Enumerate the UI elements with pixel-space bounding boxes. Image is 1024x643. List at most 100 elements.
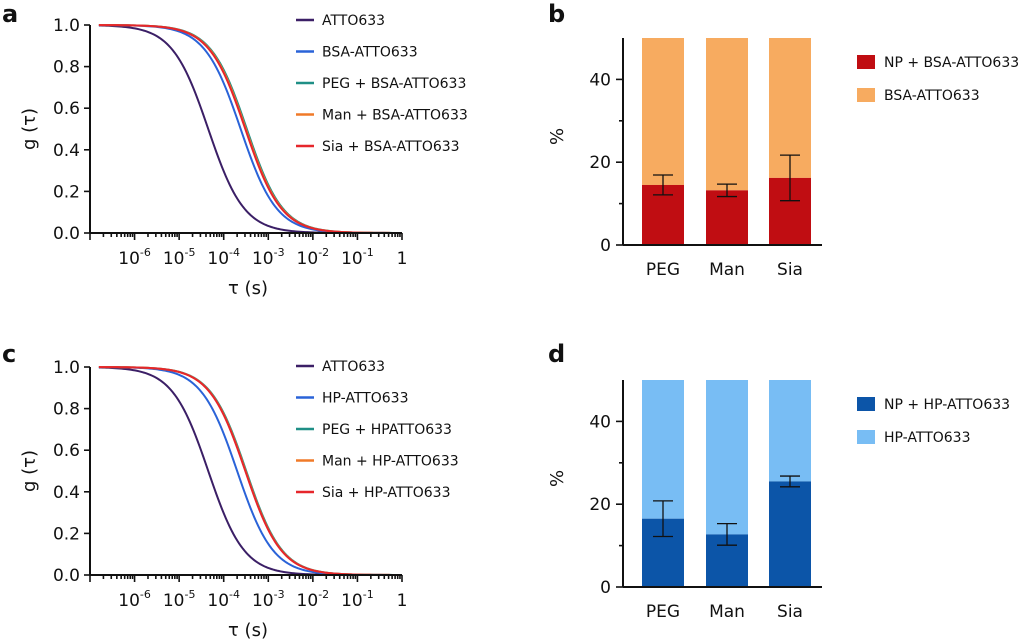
y-tick-label: 0.6 xyxy=(53,99,80,119)
x-tick-exponent: -1 xyxy=(363,588,374,601)
x-tick-exponent: -6 xyxy=(140,588,151,601)
x-tick-label: 10-6 xyxy=(118,246,151,269)
panel-a: a0.00.20.40.60.81.010-6 10-5 10-4 10-3 10-2 1… xyxy=(2,0,468,299)
panel-letter: d xyxy=(548,340,565,368)
x-tick-exponent: -4 xyxy=(229,588,240,601)
y-tick-label: 0.4 xyxy=(53,141,80,161)
x-tick-base: 1 xyxy=(397,249,408,269)
legend-swatch xyxy=(857,88,875,102)
x-tick-base: 10 xyxy=(252,249,274,269)
legend-label: ATTO633 xyxy=(322,359,385,375)
legend-label: NP + BSA-ATTO633 xyxy=(884,55,1019,71)
x-tick-label: 1 xyxy=(397,249,408,269)
x-tick-label: 10-4 xyxy=(207,246,240,269)
x-tick-exponent: -6 xyxy=(140,246,151,259)
y-axis-title: % xyxy=(547,128,568,145)
x-tick-base: 10 xyxy=(297,591,319,611)
x-tick-label: 10-2 xyxy=(297,246,330,269)
legend-label: ATTO633 xyxy=(322,13,385,29)
x-tick-label: 10-6 xyxy=(118,588,151,611)
x-axis-title: τ (s) xyxy=(228,278,268,299)
y-tick-label: 0 xyxy=(600,578,611,598)
x-tick-base: 10 xyxy=(207,591,229,611)
y-tick-label: 0.8 xyxy=(53,58,80,78)
x-tick-label: 10-5 xyxy=(163,246,196,269)
y-tick-label: 40 xyxy=(589,70,611,90)
bar-man-top xyxy=(706,380,748,535)
x-tick-base: 10 xyxy=(341,591,363,611)
legend-label: BSA-ATTO633 xyxy=(322,45,418,61)
category-label: Sia xyxy=(777,602,803,622)
legend-label: Man + BSA-ATTO633 xyxy=(322,108,468,124)
x-tick-base: 10 xyxy=(118,591,140,611)
x-tick-base: 10 xyxy=(252,591,274,611)
bar-man-bottom xyxy=(706,190,748,245)
category-label: PEG xyxy=(646,260,680,280)
x-tick-base: 1 xyxy=(397,591,408,611)
x-tick-exponent: -2 xyxy=(318,246,329,259)
legend-label: BSA-ATTO633 xyxy=(884,88,980,104)
panel-c: c0.00.20.40.60.81.010-6 10-5 10-4 10-3 10-2 1… xyxy=(2,340,459,641)
panel-letter: b xyxy=(548,0,565,28)
x-tick-label: 10-2 xyxy=(297,588,330,611)
y-axis-title: g (τ) xyxy=(19,450,40,492)
x-tick-label: 10-4 xyxy=(207,588,240,611)
x-tick-base: 10 xyxy=(207,249,229,269)
panel-b: b PEG Man Sia 0 20 40% NP + BSA-ATTO633 BSA-ATTO… xyxy=(547,0,1019,280)
panel-letter: c xyxy=(2,340,16,368)
legend-swatch xyxy=(857,397,875,411)
legend-label: Sia + HP-ATTO633 xyxy=(322,485,450,501)
legend-label: HP-ATTO633 xyxy=(322,391,409,407)
panel-d: d PEG Man Sia 0 20 40% NP + HP-ATTO633 HP-ATTO63… xyxy=(547,340,1010,622)
category-label: PEG xyxy=(646,602,680,622)
x-tick-base: 10 xyxy=(163,591,185,611)
y-tick-label: 1.0 xyxy=(53,358,80,378)
legend-label: Sia + BSA-ATTO633 xyxy=(322,139,460,155)
y-tick-label: 0.6 xyxy=(53,441,80,461)
bar-sia-top xyxy=(769,380,811,482)
category-label: Man xyxy=(709,260,745,280)
x-tick-label: 10-1 xyxy=(341,588,374,611)
y-tick-label: 0.8 xyxy=(53,400,80,420)
legend-label: PEG + HPATTO633 xyxy=(322,422,452,438)
x-tick-base: 10 xyxy=(163,249,185,269)
x-tick-base: 10 xyxy=(118,249,140,269)
x-tick-exponent: -3 xyxy=(274,588,285,601)
x-tick-exponent: -5 xyxy=(184,588,195,601)
y-tick-label: 1.0 xyxy=(53,16,80,36)
x-tick-exponent: -5 xyxy=(184,246,195,259)
bar-sia-bottom xyxy=(769,481,811,587)
category-label: Man xyxy=(709,602,745,622)
x-tick-exponent: -4 xyxy=(229,246,240,259)
legend-label: PEG + BSA-ATTO633 xyxy=(322,76,466,92)
bar-peg-top xyxy=(642,38,684,185)
x-tick-exponent: -2 xyxy=(318,588,329,601)
y-tick-label: 0.0 xyxy=(53,224,80,244)
x-axis-title: τ (s) xyxy=(228,620,268,639)
y-tick-label: 0.2 xyxy=(53,524,80,544)
y-tick-label: 20 xyxy=(589,153,611,173)
legend-swatch xyxy=(857,430,875,444)
bar-peg-top xyxy=(642,380,684,519)
x-tick-exponent: -1 xyxy=(363,246,374,259)
legend-swatch xyxy=(857,55,875,69)
y-tick-label: 0.0 xyxy=(53,566,80,586)
bar-man-top xyxy=(706,38,748,191)
y-tick-label: 0 xyxy=(600,236,611,256)
x-tick-label: 10-3 xyxy=(252,246,285,269)
x-tick-label: 10-3 xyxy=(252,588,285,611)
x-tick-label: 1 xyxy=(397,591,408,611)
x-tick-base: 10 xyxy=(297,249,319,269)
legend-label: NP + HP-ATTO633 xyxy=(884,397,1010,413)
x-tick-label: 10-1 xyxy=(341,246,374,269)
y-tick-label: 0.4 xyxy=(53,483,80,503)
y-tick-label: 20 xyxy=(589,495,611,515)
x-tick-exponent: -3 xyxy=(274,246,285,259)
category-label: Sia xyxy=(777,260,803,280)
y-tick-label: 40 xyxy=(589,412,611,432)
panel-letter: a xyxy=(2,0,18,28)
x-tick-base: 10 xyxy=(341,249,363,269)
y-axis-title: g (τ) xyxy=(19,108,40,150)
